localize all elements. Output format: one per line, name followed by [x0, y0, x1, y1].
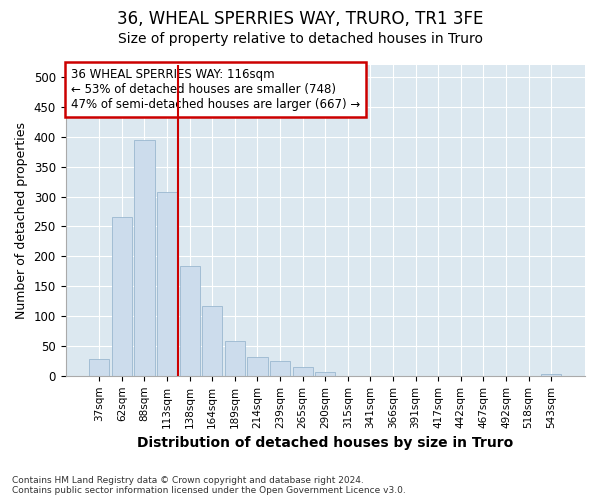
- Bar: [134, 140, 155, 376]
- Text: 36 WHEAL SPERRIES WAY: 116sqm
← 53% of detached houses are smaller (748)
47% of : 36 WHEAL SPERRIES WAY: 116sqm ← 53% of d…: [71, 68, 360, 111]
- Text: 36, WHEAL SPERRIES WAY, TRURO, TR1 3FE: 36, WHEAL SPERRIES WAY, TRURO, TR1 3FE: [117, 10, 483, 28]
- Y-axis label: Number of detached properties: Number of detached properties: [15, 122, 28, 319]
- Bar: [293, 368, 313, 376]
- Bar: [247, 356, 268, 376]
- Text: Size of property relative to detached houses in Truro: Size of property relative to detached ho…: [118, 32, 482, 46]
- Bar: [541, 374, 562, 376]
- Bar: [225, 341, 245, 376]
- Bar: [179, 266, 200, 376]
- Bar: [157, 192, 177, 376]
- Bar: [270, 361, 290, 376]
- Bar: [89, 359, 109, 376]
- Text: Contains HM Land Registry data © Crown copyright and database right 2024.
Contai: Contains HM Land Registry data © Crown c…: [12, 476, 406, 495]
- Bar: [112, 218, 132, 376]
- Bar: [315, 372, 335, 376]
- Bar: [202, 306, 223, 376]
- X-axis label: Distribution of detached houses by size in Truro: Distribution of detached houses by size …: [137, 436, 514, 450]
